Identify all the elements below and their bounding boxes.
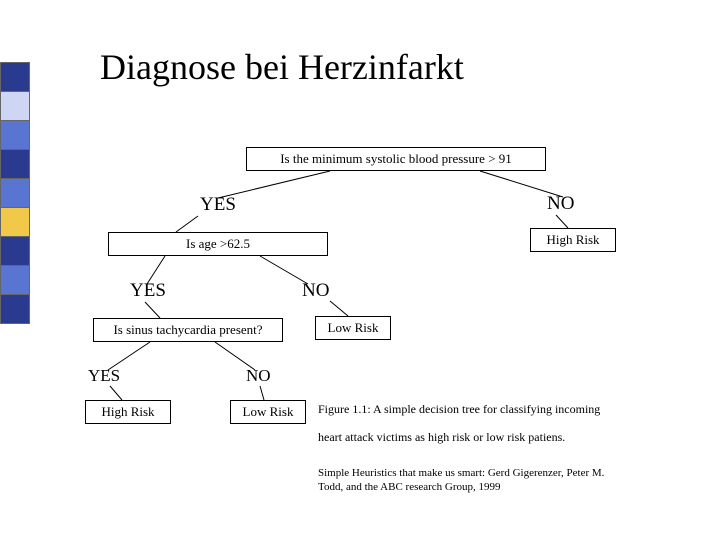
credit-line1: Simple Heuristics that make us smart: Ge… xyxy=(318,466,604,480)
node-q2: Is age >62.5 xyxy=(108,232,328,256)
branch-label-no2: NO xyxy=(302,280,329,302)
edge-line xyxy=(330,301,348,316)
edge-line xyxy=(145,302,160,318)
node-hr1: High Risk xyxy=(530,228,616,252)
branch-label-no1: NO xyxy=(547,193,574,215)
branch-label-yes1: YES xyxy=(200,194,236,216)
edge-line xyxy=(260,386,264,400)
node-q3: Is sinus tachycardia present? xyxy=(93,318,283,342)
branch-label-yes2: YES xyxy=(130,280,166,302)
figure-caption-line1: Figure 1.1: A simple decision tree for c… xyxy=(318,400,600,419)
figure-caption-line2: heart attack victims as high risk or low… xyxy=(318,428,565,447)
edge-line xyxy=(556,215,568,228)
node-q1: Is the minimum systolic blood pressure >… xyxy=(246,147,546,171)
branch-label-no3: NO xyxy=(246,366,271,386)
slide-stage: Diagnose bei Herzinfarkt Is the minimum … xyxy=(0,0,720,540)
node-lr1: Low Risk xyxy=(315,316,391,340)
edges-layer xyxy=(0,0,720,540)
edge-line xyxy=(110,386,122,400)
node-hr2: High Risk xyxy=(85,400,171,424)
edge-line xyxy=(260,256,308,284)
branch-label-yes3: YES xyxy=(88,366,120,386)
edge-line xyxy=(176,216,198,232)
node-lr2: Low Risk xyxy=(230,400,306,424)
credit-line2: Todd, and the ABC research Group, 1999 xyxy=(318,480,501,494)
